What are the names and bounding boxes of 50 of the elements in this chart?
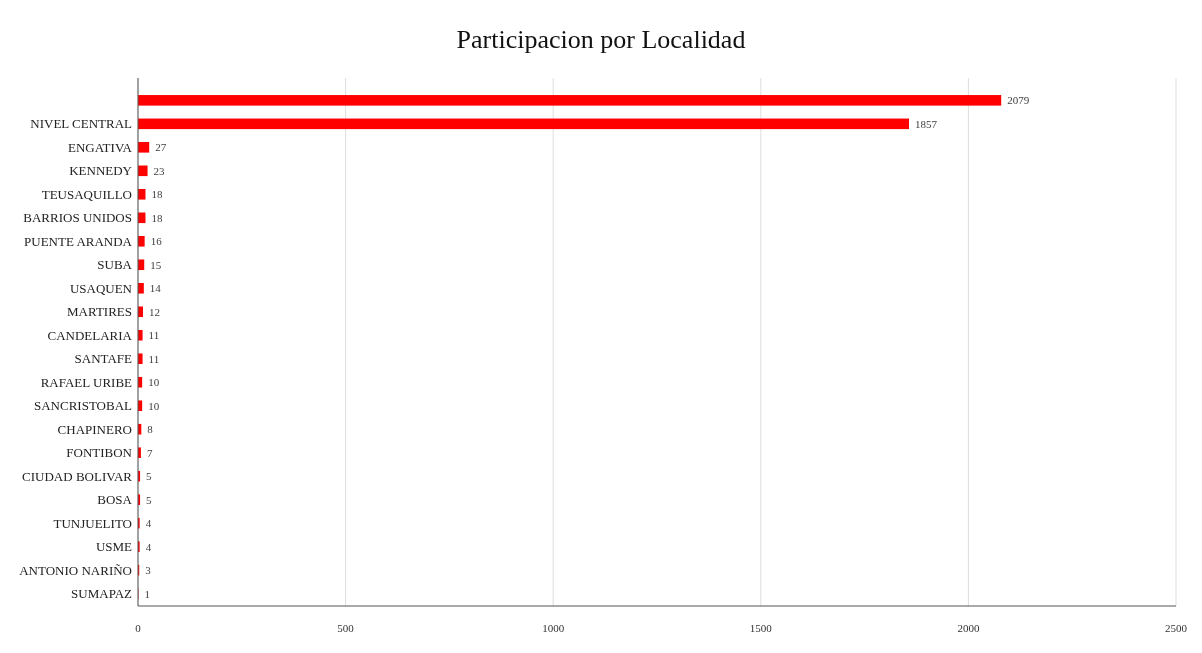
y-tick-label: CANDELARIA [47,327,133,343]
data-label: 15 [150,258,162,271]
y-tick-label: TUNJUELITO [53,515,132,531]
y-tick-label: SUMAPAZ [71,586,133,602]
data-label: 5 [146,470,153,483]
data-label: 14 [149,282,162,295]
x-tick-label: 2500 [1165,622,1188,634]
data-label: 5 [146,493,153,506]
y-tick-label: TEUSAQUILLO [41,186,132,202]
y-tick-label: RAFAEL URIBE [40,374,133,390]
data-label: 11 [148,329,160,342]
data-label: 2079 [1007,94,1030,107]
data-label: 16 [150,235,163,248]
data-label: 4 [145,517,152,530]
data-label: 27 [155,141,167,154]
data-label: 8 [147,423,154,436]
chart-title: Participacion por Localidad [456,25,746,54]
data-label: 7 [146,446,153,459]
x-tick-label: 2000 [957,622,980,634]
data-label: 3 [145,564,152,577]
x-tick-label: 1000 [542,622,565,634]
y-tick-label: SANCRISTOBAL [33,398,133,414]
y-tick-label: ENGATIVA [67,139,133,155]
y-tick-label: USME [95,539,133,555]
data-label: 18 [151,211,163,224]
y-tick-label: ANTONIO NARIÑO [19,562,132,578]
data-label: 4 [145,540,152,553]
y-tick-label: NIVEL CENTRAL [30,116,133,132]
y-tick-label: KENNEDY [69,163,133,179]
y-tick-label: BOSA [97,492,133,508]
data-label: 12 [148,305,160,318]
y-tick-label: BARRIOS UNIDOS [23,210,132,226]
y-tick-label: FONTIBON [66,445,133,461]
data-label: 10 [148,399,160,412]
y-tick-label: SUBA [97,257,133,273]
y-tick-label: SANTAFE [74,351,133,367]
data-label: 18 [151,188,163,201]
data-label: 23 [153,164,166,177]
x-tick-label: 0 [135,622,142,634]
y-tick-label: MARTIRES [67,304,132,320]
x-tick-label: 500 [337,622,355,634]
data-label: 11 [148,352,160,365]
y-tick-label: USAQUEN [69,280,133,296]
data-label: 1857 [915,117,938,130]
data-label: 1 [144,587,150,600]
y-tick-label: PUENTE ARANDA [24,233,133,249]
x-tick-label: 1500 [749,622,773,634]
data-label: 10 [148,376,160,389]
y-tick-label: CIUDAD BOLIVAR [22,468,133,484]
y-tick-label: CHAPINERO [57,421,132,437]
